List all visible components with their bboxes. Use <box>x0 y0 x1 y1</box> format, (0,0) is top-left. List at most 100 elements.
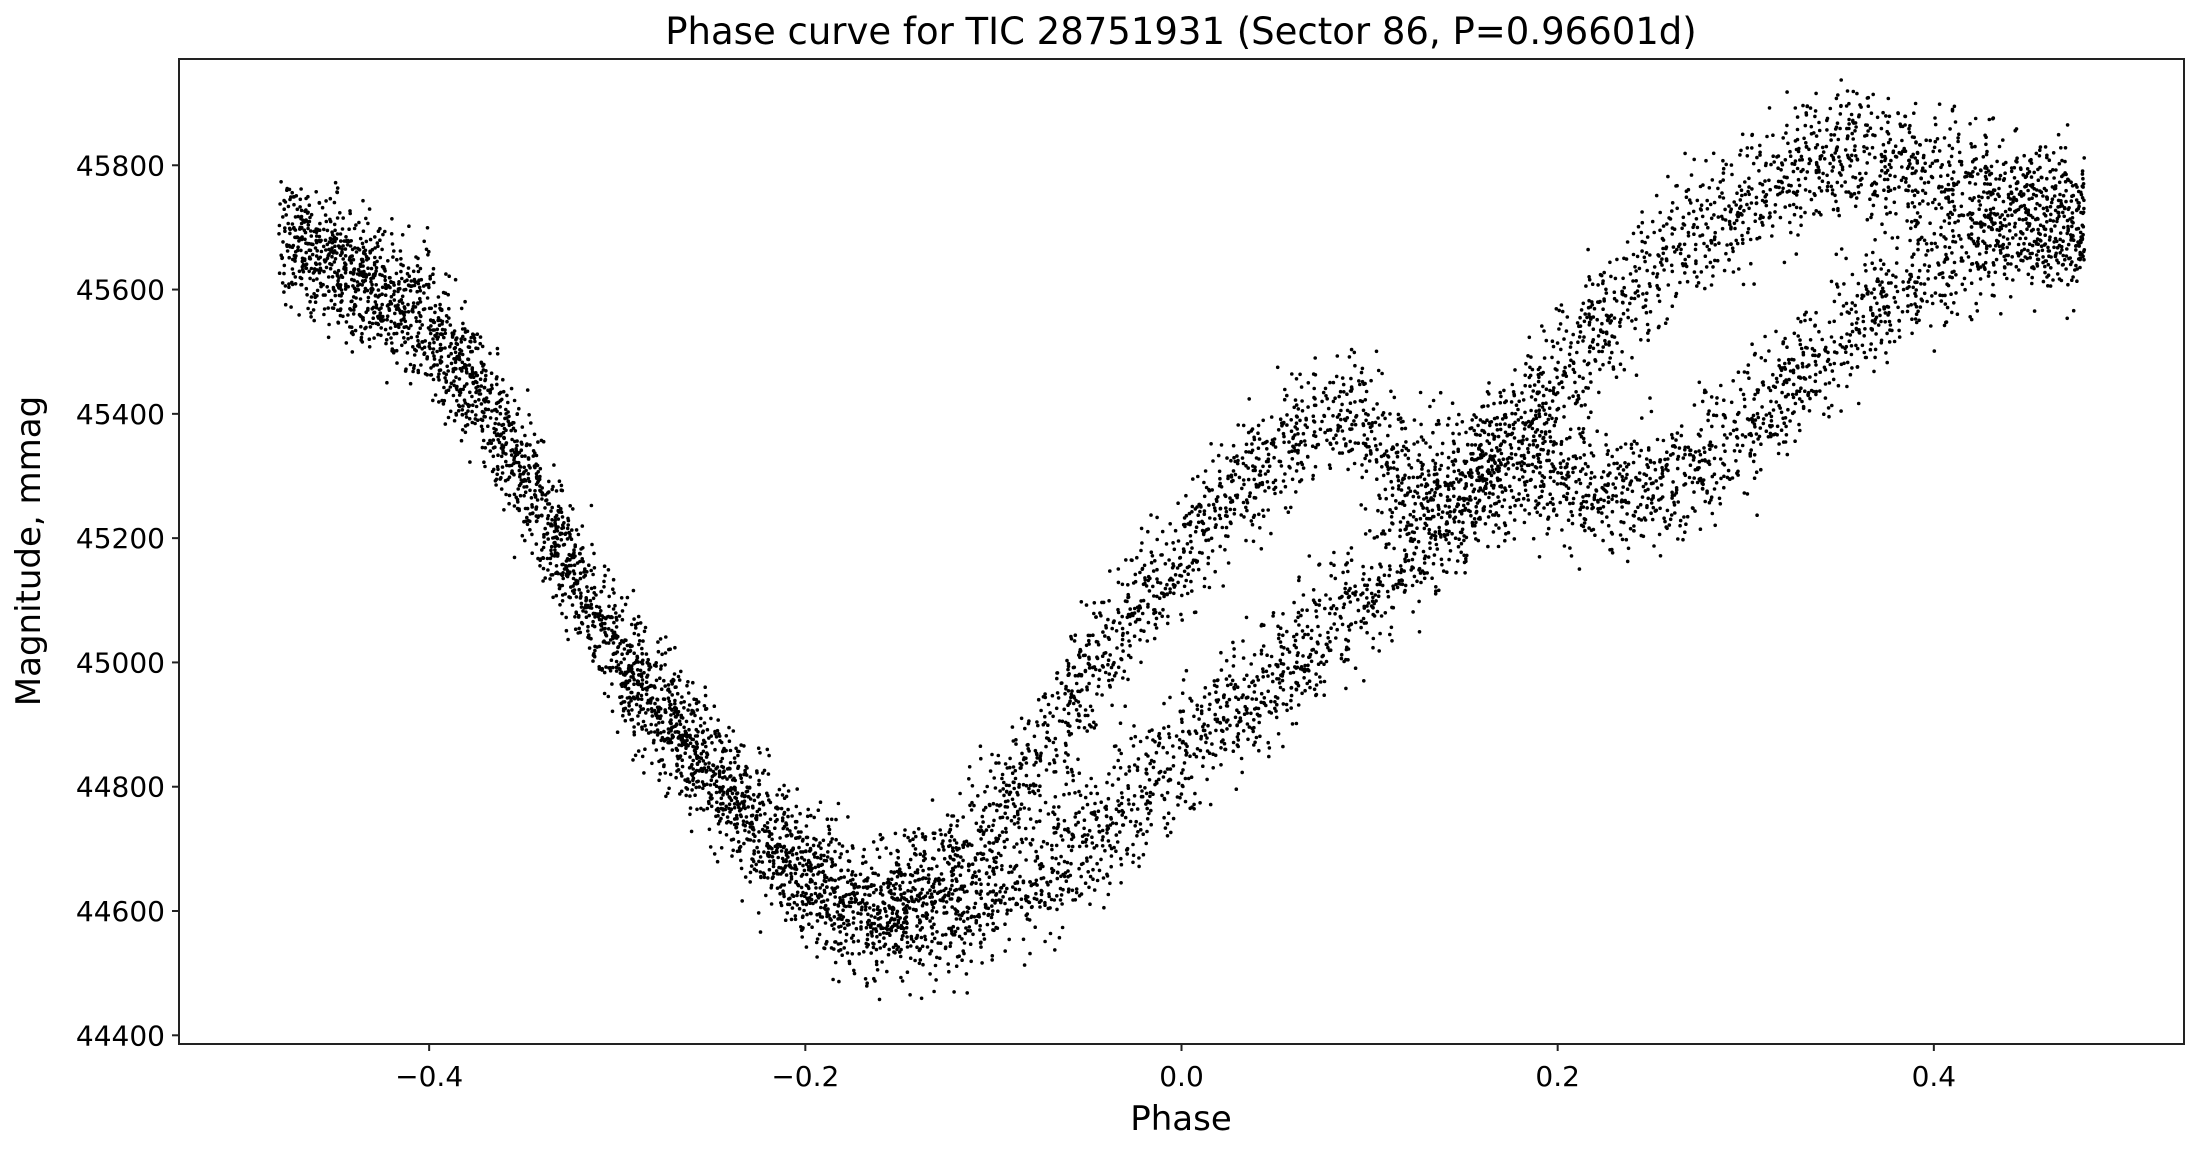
data-point <box>560 488 565 493</box>
data-point <box>742 744 746 748</box>
data-point <box>1863 327 1867 331</box>
data-point <box>1896 305 1900 310</box>
data-point <box>1048 879 1053 884</box>
data-point <box>1193 729 1198 733</box>
data-point <box>1790 392 1795 397</box>
data-point <box>1089 724 1093 729</box>
data-point <box>1906 304 1910 308</box>
data-point <box>416 269 421 274</box>
data-point <box>1822 157 1827 161</box>
data-point <box>749 864 754 868</box>
data-point <box>359 335 364 340</box>
data-point <box>609 658 614 662</box>
data-point <box>1852 148 1857 152</box>
data-point <box>1400 448 1404 453</box>
data-point <box>1494 523 1498 527</box>
data-point <box>2062 214 2066 219</box>
data-point <box>1499 394 1503 399</box>
data-point <box>1344 581 1348 586</box>
data-point <box>1378 496 1382 501</box>
data-point <box>784 873 789 877</box>
data-point <box>2038 232 2042 237</box>
data-point <box>1618 324 1622 329</box>
data-point <box>1804 345 1808 350</box>
data-point <box>1260 480 1265 485</box>
data-point <box>1866 129 1870 133</box>
data-point <box>1077 844 1082 849</box>
data-point <box>1933 241 1937 246</box>
data-point <box>331 287 336 292</box>
data-point <box>703 707 708 711</box>
data-point <box>588 598 593 603</box>
data-point <box>1565 437 1569 441</box>
data-point <box>794 819 799 824</box>
data-point <box>1199 709 1204 713</box>
data-point <box>1905 309 1910 314</box>
data-point <box>941 839 945 843</box>
data-point <box>516 487 520 491</box>
data-point <box>327 322 331 327</box>
data-point <box>1946 212 1950 217</box>
data-point <box>1202 576 1207 581</box>
data-point <box>770 855 775 859</box>
data-point <box>1514 403 1519 408</box>
data-point <box>1565 315 1570 319</box>
data-point <box>1228 507 1233 512</box>
data-point <box>1087 828 1092 833</box>
data-point <box>1632 439 1637 444</box>
data-point <box>1294 490 1298 494</box>
data-point <box>1178 709 1183 714</box>
data-point <box>1921 166 1925 170</box>
data-point <box>1008 790 1013 795</box>
data-point <box>1950 310 1954 315</box>
data-point <box>1578 456 1583 460</box>
data-point <box>1715 396 1719 400</box>
data-point <box>1446 455 1451 460</box>
data-point <box>1868 126 1873 130</box>
data-point <box>1568 546 1572 550</box>
data-point <box>549 548 553 553</box>
data-point <box>1814 91 1818 96</box>
data-point <box>1416 539 1421 544</box>
data-point <box>1883 311 1888 315</box>
data-point <box>486 441 491 446</box>
data-point <box>1998 233 2002 237</box>
data-point <box>1272 455 1276 460</box>
data-point <box>361 198 365 203</box>
data-point <box>678 792 682 796</box>
data-point <box>765 844 769 848</box>
data-point <box>1032 763 1036 767</box>
data-point <box>1457 412 1461 417</box>
data-point <box>1437 588 1441 593</box>
data-point <box>834 837 838 842</box>
data-point <box>942 848 946 852</box>
data-point <box>1090 708 1095 713</box>
data-point <box>1205 736 1209 740</box>
data-point <box>1541 393 1546 398</box>
data-point <box>1893 174 1897 179</box>
data-point <box>1844 256 1848 261</box>
data-point <box>1730 246 1735 250</box>
data-point <box>1137 856 1141 860</box>
data-point <box>786 807 790 812</box>
data-point <box>315 249 320 253</box>
data-point <box>1017 785 1021 789</box>
data-point <box>1931 200 1935 205</box>
data-point <box>732 802 737 806</box>
data-point <box>1703 499 1707 504</box>
data-point <box>1314 602 1318 607</box>
data-point <box>1076 700 1081 704</box>
data-point <box>1558 461 1563 466</box>
data-point <box>1669 513 1674 517</box>
data-point <box>599 589 603 594</box>
data-point <box>1864 253 1869 257</box>
data-point <box>1053 795 1058 799</box>
data-point <box>437 368 442 373</box>
data-point <box>1245 711 1249 715</box>
data-point <box>1430 488 1434 492</box>
data-point <box>346 313 350 317</box>
data-point <box>1271 614 1275 618</box>
data-point <box>893 886 897 891</box>
data-point <box>1984 250 1988 255</box>
data-point <box>625 595 630 600</box>
